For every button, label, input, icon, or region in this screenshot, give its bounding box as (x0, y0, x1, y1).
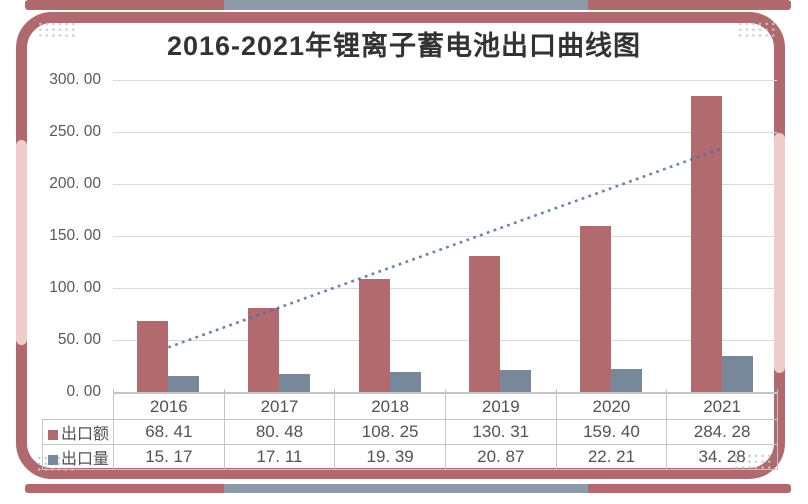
chart-data-table: 2016 2017 2018 2019 2020 2021 出口额 68. 41 80. 48 1… (42, 393, 778, 470)
decor-dots-top-left (37, 21, 76, 38)
value-cell: 17. 11 (223, 444, 336, 470)
gridline-300 (113, 79, 777, 81)
value-cell: 19. 39 (334, 444, 446, 470)
gridline-250 (113, 131, 777, 133)
value-cell: 15. 17 (113, 444, 225, 470)
decor-dots-top-right (737, 21, 776, 38)
value-cell: 80. 48 (223, 419, 336, 445)
bar-export-value-2018 (358, 279, 390, 392)
value-cell: 34. 28 (666, 444, 778, 470)
frame-top-strip-accent (224, 0, 588, 10)
y-axis-label: 250. 00 (49, 123, 101, 140)
value-cell: 22. 21 (555, 444, 668, 470)
legend-marker-export-value (48, 430, 58, 440)
frame-right-accent (774, 133, 785, 373)
y-axis-label: 100. 00 (49, 279, 101, 296)
bar-export-volume-2019 (500, 370, 532, 392)
year-header-cell: 2019 (444, 393, 557, 420)
bar-export-value-2019 (469, 256, 501, 392)
frame-bottom-strip-accent (224, 484, 588, 493)
value-cell: 20. 87 (444, 444, 557, 470)
value-cell: 130. 31 (444, 419, 557, 445)
legend-marker-export-volume (48, 455, 58, 465)
year-header-cell: 2017 (223, 393, 336, 420)
frame-left-accent (16, 140, 27, 345)
gridline-200 (113, 183, 777, 185)
frame-bottom-strip (25, 484, 791, 493)
year-header-cell: 2018 (334, 393, 446, 420)
legend-label: 出口额 (61, 426, 110, 443)
gridline-50 (113, 339, 777, 341)
year-header-cell: 2021 (666, 393, 778, 420)
value-cell: 68. 41 (113, 419, 225, 445)
bar-export-value-2017 (248, 308, 279, 392)
bar-export-volume-2017 (279, 374, 310, 392)
bar-export-volume-2021 (721, 356, 753, 392)
value-cell: 108. 25 (334, 419, 446, 445)
table-corner-blank (43, 394, 114, 420)
year-header-cell: 2020 (555, 393, 668, 420)
y-axis-label: 200. 00 (49, 175, 101, 192)
y-axis-label: 50. 00 (57, 331, 101, 348)
gridline-150 (113, 235, 777, 237)
bar-export-value-2020 (580, 226, 611, 392)
legend-label: 出口量 (61, 451, 110, 468)
y-axis-label: 0. 00 (66, 383, 101, 400)
y-axis-label: 300. 00 (49, 71, 101, 88)
legend-cell-export-value: 出口额 (42, 419, 114, 445)
legend-cell-export-volume: 出口量 (42, 444, 114, 470)
year-header-cell: 2016 (113, 393, 225, 420)
chart-title: 2016-2021年锂离子蓄电池出口曲线图 (166, 31, 642, 61)
frame-top-strip (25, 0, 791, 10)
bar-export-volume-2018 (389, 371, 421, 392)
value-cell: 284. 28 (666, 419, 778, 445)
x-axis-tick (777, 389, 778, 397)
bar-export-value-2021 (690, 96, 722, 392)
data-table: 2016 2017 2018 2019 2020 2021 出口额 68. 41 80. 48 1… (42, 393, 778, 470)
gridline-100 (113, 287, 777, 289)
bar-export-value-2016 (137, 320, 169, 392)
bar-export-volume-2020 (611, 368, 642, 392)
bar-export-volume-2016 (168, 376, 200, 392)
value-cell: 159. 40 (555, 419, 668, 445)
y-axis-label: 150. 00 (49, 227, 101, 244)
